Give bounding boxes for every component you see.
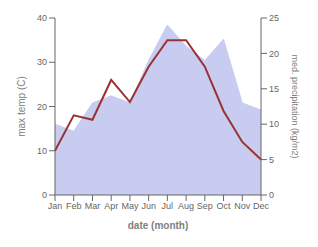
svg-text:0: 0 (42, 190, 47, 200)
svg-text:max temp (C): max temp (C) (16, 76, 27, 137)
svg-text:Aug: Aug (178, 201, 194, 211)
svg-text:Feb: Feb (66, 201, 82, 211)
svg-text:Jul: Jul (162, 201, 174, 211)
svg-text:25: 25 (269, 13, 279, 23)
svg-text:Nov: Nov (234, 201, 251, 211)
svg-text:15: 15 (269, 84, 279, 94)
svg-text:5: 5 (269, 155, 274, 165)
svg-text:Jan: Jan (48, 201, 63, 211)
svg-text:date (month): date (month) (128, 220, 189, 231)
svg-text:Oct: Oct (217, 201, 232, 211)
svg-text:20: 20 (269, 49, 279, 59)
svg-text:20: 20 (37, 102, 47, 112)
svg-text:30: 30 (37, 57, 47, 67)
svg-text:0: 0 (269, 190, 274, 200)
svg-text:Mar: Mar (85, 201, 101, 211)
svg-text:May: May (121, 201, 139, 211)
svg-text:40: 40 (37, 13, 47, 23)
svg-text:Sep: Sep (197, 201, 213, 211)
svg-text:10: 10 (37, 146, 47, 156)
svg-text:10: 10 (269, 119, 279, 129)
svg-text:Dec: Dec (253, 201, 270, 211)
svg-text:Apr: Apr (104, 201, 118, 211)
svg-text:Jun: Jun (141, 201, 156, 211)
svg-text:med. precipitation (kg/m2): med. precipitation (kg/m2) (290, 54, 300, 158)
